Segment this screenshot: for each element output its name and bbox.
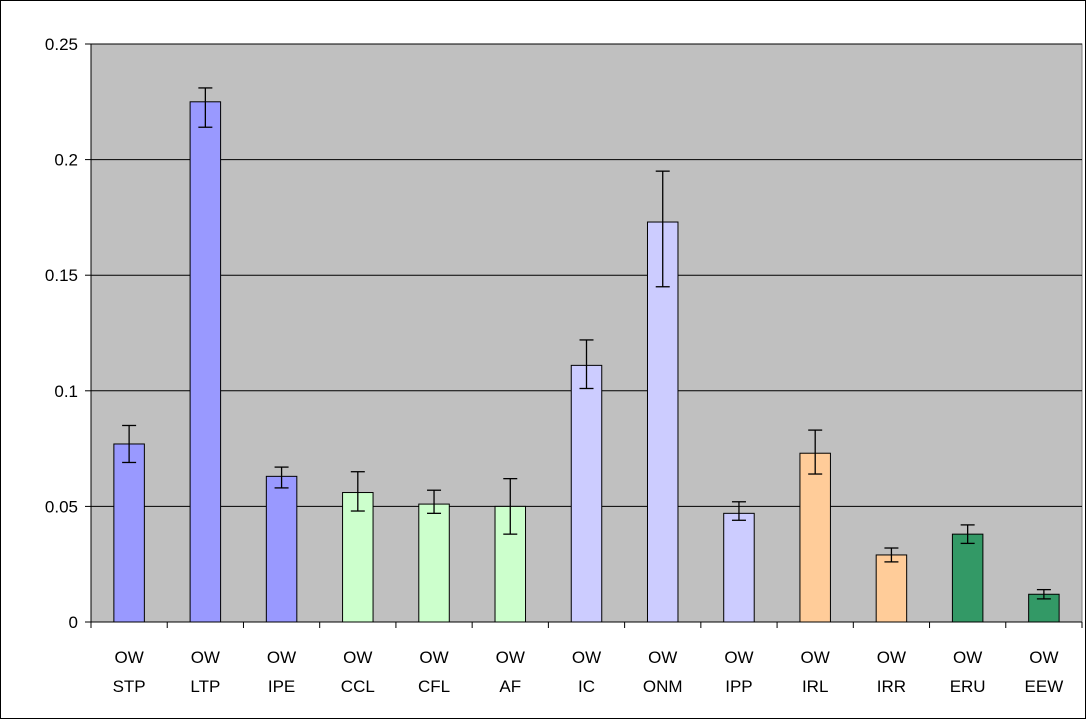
y-tick-label: 0 [69, 613, 78, 632]
x-tick-label-line: OW [877, 648, 906, 667]
bar [799, 452, 831, 623]
x-tick-label-line: EEW [1025, 677, 1064, 696]
bar [723, 512, 755, 623]
x-tick-label: OW IRR [877, 648, 906, 696]
x-tick-label: OW IPP [724, 648, 753, 696]
y-tick-label: 0.05 [45, 497, 78, 516]
x-tick-label-line: IPP [725, 677, 752, 696]
x-tick-label: OW IC [572, 648, 601, 696]
axes [85, 43, 1083, 628]
x-tick-label-line: OW [496, 648, 525, 667]
x-tick-label: OW ONM [643, 648, 683, 696]
x-tick-label-line: IC [578, 677, 595, 696]
x-tick-label-line: OW [648, 648, 677, 667]
x-tick-label: OW CFL [418, 648, 450, 696]
y-tick-label: 0.25 [45, 35, 78, 54]
x-tick-label: OW IPE [267, 648, 296, 696]
x-tick-label: OW ERU [950, 648, 986, 696]
bar [189, 101, 222, 623]
x-tick-label-line: ONM [643, 677, 683, 696]
x-tick-label-line: OW [1029, 648, 1058, 667]
x-tick-label-line: IRL [802, 677, 828, 696]
x-tick-label-line: IRR [877, 677, 906, 696]
bar [951, 533, 984, 623]
y-tick-labels: 0 0.05 0.1 0.15 0.2 0.25 [45, 35, 78, 632]
error-bars [122, 87, 1051, 600]
x-tick-label-line: OW [724, 648, 753, 667]
bars [113, 101, 1060, 623]
x-tick-label-line: OW [191, 648, 220, 667]
bar [570, 364, 603, 623]
x-tick-label-line: CCL [341, 677, 375, 696]
x-tick-label-line: STP [113, 677, 146, 696]
bar [342, 492, 374, 623]
x-tick-label: OW IRL [801, 648, 830, 696]
y-tick-label: 0.1 [54, 382, 78, 401]
bar [113, 443, 145, 623]
x-tick-label: OW CCL [341, 648, 375, 696]
x-tick-label-line: CFL [418, 677, 450, 696]
x-tick-label-line: ERU [950, 677, 986, 696]
x-tick-label: OW AF [496, 648, 525, 696]
bar [646, 221, 679, 623]
x-tick-label-line: OW [572, 648, 601, 667]
x-tick-label: OW EEW [1025, 648, 1064, 696]
x-tick-label-line: OW [801, 648, 830, 667]
y-tick-label: 0.2 [54, 151, 78, 170]
x-tick-label-line: LTP [190, 677, 220, 696]
x-tick-label: OW LTP [190, 648, 220, 696]
x-tick-label-line: IPE [268, 677, 295, 696]
bar [875, 554, 908, 623]
x-tick-label-line: OW [343, 648, 372, 667]
x-tick-label-line: OW [114, 648, 143, 667]
x-tick-label: OW STP [113, 648, 146, 696]
x-tick-label-line: OW [953, 648, 982, 667]
x-tick-label-line: OW [419, 648, 448, 667]
bar [265, 475, 298, 623]
x-tick-label-line: AF [499, 677, 521, 696]
y-tick-label: 0.15 [45, 266, 78, 285]
x-tick-label-line: OW [267, 648, 296, 667]
bar [418, 503, 450, 623]
